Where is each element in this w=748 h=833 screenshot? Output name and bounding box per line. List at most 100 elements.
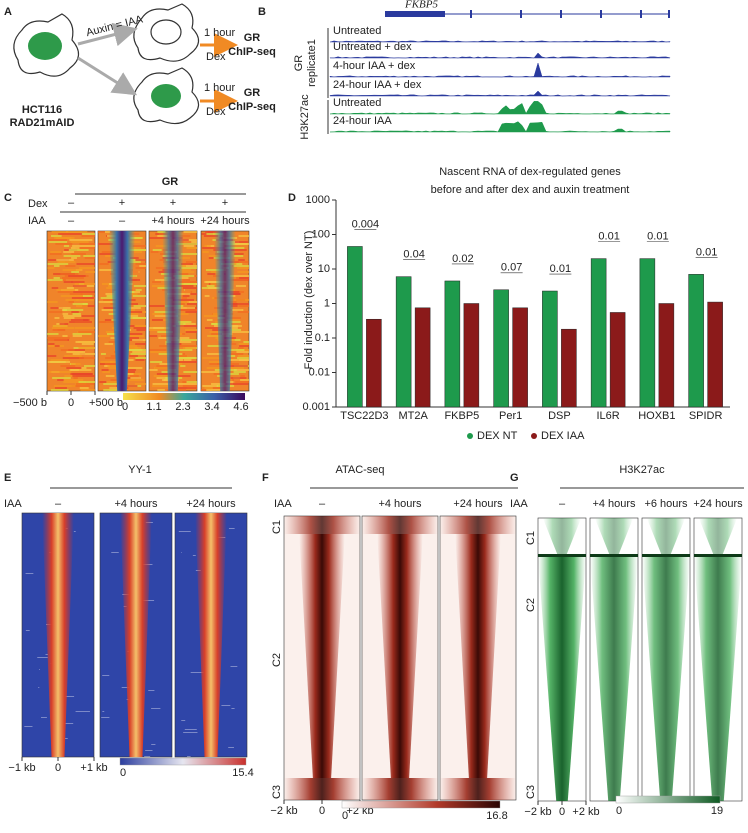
heatmap-noise (53, 265, 60, 267)
track-label: Untreated (333, 25, 381, 37)
heatmap-noise (109, 387, 120, 389)
heatmap-noise (184, 729, 197, 730)
nucleus (151, 84, 181, 108)
heatmap-noise (228, 528, 235, 529)
p-value: 0.004 (352, 218, 380, 230)
heatmap-noise (235, 381, 249, 383)
heatmap-noise (100, 361, 113, 363)
heatmap-noise (72, 375, 95, 377)
cluster-label: C2 (271, 653, 283, 667)
bar (561, 328, 577, 408)
column-label: +4 hours (114, 498, 158, 510)
assay-label: GR (244, 32, 261, 44)
heatmap-noise (222, 375, 245, 377)
x-label: 0 (319, 805, 325, 817)
heatmap-noise (121, 345, 138, 347)
heatmap-noise (63, 381, 87, 383)
x-label: −500 b (13, 397, 47, 409)
colorbar (615, 795, 721, 804)
heatmap-signal (214, 231, 236, 391)
heatmap-noise (151, 285, 176, 287)
heatmap-signal (694, 557, 742, 801)
heatmap-noise (176, 241, 192, 243)
heatmap-noise (51, 231, 69, 233)
bar (414, 307, 431, 408)
y-axis-label: Fold induction (dex over NT) (303, 231, 315, 370)
heatmap-noise (104, 363, 126, 365)
p-value: 0.02 (452, 253, 473, 265)
colorbar-label: 1.1 (146, 401, 161, 413)
heatmap-noise (47, 333, 59, 335)
heatmap-noise (175, 243, 197, 245)
heatmap-noise (63, 309, 84, 311)
heatmap-noise (52, 325, 68, 327)
colorbar-label: 15.4 (232, 767, 253, 779)
iaa-label: – (119, 215, 126, 227)
x-label: +500 b (89, 397, 123, 409)
heatmap-noise (151, 708, 161, 709)
heatmap-noise (127, 347, 138, 349)
heatmap-noise (238, 259, 245, 261)
heatmap-noise (129, 355, 138, 357)
legend-label: DEX NT (477, 430, 518, 442)
heatmap-noise (57, 329, 66, 331)
p-value: 0.01 (696, 246, 717, 258)
heatmap-noise (57, 379, 64, 381)
track-label: 24-hour IAA (333, 115, 392, 127)
heatmap-noise (132, 351, 146, 353)
heatmap-noise (60, 273, 79, 275)
heatmap-noise (186, 247, 197, 249)
dex-label: + (222, 197, 228, 209)
heatmap-signal (362, 516, 438, 534)
heatmap-noise (181, 720, 186, 721)
heatmap-noise (41, 717, 47, 718)
heatmap-noise (212, 387, 225, 389)
cluster-label: C1 (525, 531, 537, 545)
cluster-label: C3 (271, 785, 283, 799)
heatmap-noise (208, 361, 222, 363)
x-label: 0 (55, 762, 61, 774)
cell-line: RAD21mAID (10, 117, 75, 129)
heatmap-noise (82, 305, 95, 307)
heatmap-noise (83, 365, 95, 367)
heatmap-noise (75, 341, 95, 343)
heatmap-noise (47, 339, 68, 341)
heatmap-noise (232, 379, 241, 381)
heatmap-noise (99, 269, 114, 271)
bar (542, 290, 558, 408)
heatmap-noise (173, 349, 193, 351)
colorbar (341, 800, 501, 809)
arrow (77, 22, 138, 47)
heatmap-noise (85, 271, 95, 273)
heatmap-noise (73, 291, 95, 293)
row-label: IAA (510, 498, 528, 510)
heatmap-noise (205, 281, 227, 283)
column-label: +24 hours (693, 498, 743, 510)
heatmap-noise (65, 696, 75, 697)
heatmap-noise (234, 379, 249, 381)
panel-title: GR (162, 176, 179, 188)
heatmap-noise (108, 367, 118, 369)
heatmap-noise (49, 253, 62, 255)
bar (639, 258, 656, 408)
heatmap-noise (25, 630, 30, 631)
signal-track (329, 121, 671, 133)
heatmap-noise (230, 377, 247, 379)
heatmap-noise (63, 245, 70, 247)
heatmap-noise (69, 293, 83, 295)
heatmap-noise (182, 295, 190, 297)
heatmap-noise (135, 267, 146, 269)
heatmap-noise (80, 367, 87, 369)
heatmap-noise (173, 275, 195, 277)
heatmap-noise (238, 343, 249, 345)
p-value: 0.01 (647, 231, 668, 243)
heatmap-signal (594, 518, 634, 554)
heatmap-noise (204, 245, 211, 247)
heatmap-noise (185, 261, 197, 263)
heatmap-noise (62, 313, 69, 315)
heatmap-noise (232, 243, 249, 245)
heatmap-noise (149, 305, 172, 307)
heatmap-noise (98, 335, 110, 337)
heatmap-signal (120, 513, 152, 757)
heatmap-signal (538, 557, 586, 801)
